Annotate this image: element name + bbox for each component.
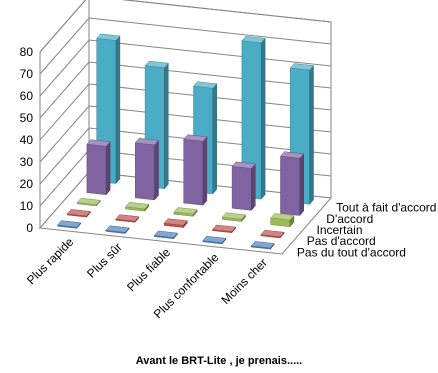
bar-top [270, 213, 295, 221]
chart-caption: Avant le BRT-Lite , je prenais..... [135, 355, 303, 367]
category-label: Moins cher [219, 256, 270, 307]
bar-side [212, 83, 217, 195]
bar [66, 209, 92, 218]
bar-top [76, 197, 101, 206]
bar-top [105, 225, 130, 233]
bar-side [251, 163, 256, 211]
bar-side [299, 153, 304, 217]
bar-top [134, 138, 160, 146]
bars [56, 33, 315, 250]
bar-top [144, 60, 169, 68]
y-tick-label: 50 [20, 111, 34, 125]
y-tick-label: 70 [20, 67, 34, 81]
bar-top [56, 220, 82, 228]
bar-side [154, 139, 159, 201]
bar [231, 161, 256, 211]
bar-side [164, 62, 169, 190]
bar-top [231, 161, 256, 169]
category-label: Plus rapide [24, 235, 77, 288]
bar [134, 138, 160, 201]
bar-front [86, 143, 107, 195]
bar-top [173, 207, 198, 215]
bar [173, 207, 198, 217]
bar [221, 212, 247, 223]
bar-top [124, 202, 150, 210]
bar-top [250, 241, 275, 249]
bar [211, 224, 237, 234]
y-tick-label: 10 [20, 199, 34, 213]
bar-top [163, 218, 188, 226]
bar [124, 202, 150, 212]
bar-top [202, 235, 227, 244]
bar-top [289, 63, 315, 71]
bar-top [241, 36, 266, 44]
bar-top [115, 214, 140, 222]
bar-top [260, 229, 285, 238]
bar [86, 139, 111, 196]
series-label: D'accord [326, 212, 373, 226]
bar [56, 220, 82, 229]
y-tick-label: 80 [20, 45, 34, 59]
bar [270, 213, 295, 228]
category-label: Plus sûr [84, 240, 125, 281]
bar-top [96, 33, 121, 41]
y-tick-label: 40 [20, 133, 34, 147]
bar-top [192, 81, 218, 89]
bar-side [115, 35, 121, 185]
bar [202, 235, 227, 245]
bar [279, 151, 305, 217]
bar [105, 225, 130, 235]
bar [153, 230, 179, 240]
bar-top [153, 230, 179, 238]
bar-top [211, 224, 237, 232]
gridline [39, 17, 332, 75]
y-tick-label: 30 [20, 155, 34, 169]
y-tick-label: 20 [20, 177, 34, 191]
bar-front [280, 155, 301, 216]
y-tick-labels: 0 10 20 30 40 50 60 70 80 [20, 45, 34, 235]
bar-side [260, 37, 266, 200]
series-label: Incertain [317, 223, 363, 237]
bar-front [183, 138, 204, 206]
bar [115, 214, 140, 223]
bar [183, 134, 208, 206]
bar-front [135, 142, 155, 201]
bar [250, 241, 275, 250]
bar-side [202, 136, 208, 206]
gridline [39, 0, 332, 53]
bar [241, 36, 266, 200]
bar-top [183, 134, 208, 142]
bar-top [86, 139, 111, 147]
bar-top [279, 151, 305, 159]
series-label: Pas du tout d'accord [297, 245, 406, 259]
bar-top [221, 212, 247, 220]
y-tick-label: 60 [20, 89, 34, 103]
bar [76, 197, 101, 207]
bar [260, 229, 285, 239]
series-label: Pas d'accord [307, 234, 376, 248]
bar-front [231, 166, 252, 211]
y-tick-label: 0 [26, 221, 33, 235]
series-label: Tout à fait d'accord [336, 201, 436, 215]
bar [163, 218, 188, 229]
bar-top [66, 209, 92, 217]
category-label: Plus fiable [124, 245, 173, 294]
bar-side [309, 64, 314, 205]
bar-side [105, 141, 111, 196]
